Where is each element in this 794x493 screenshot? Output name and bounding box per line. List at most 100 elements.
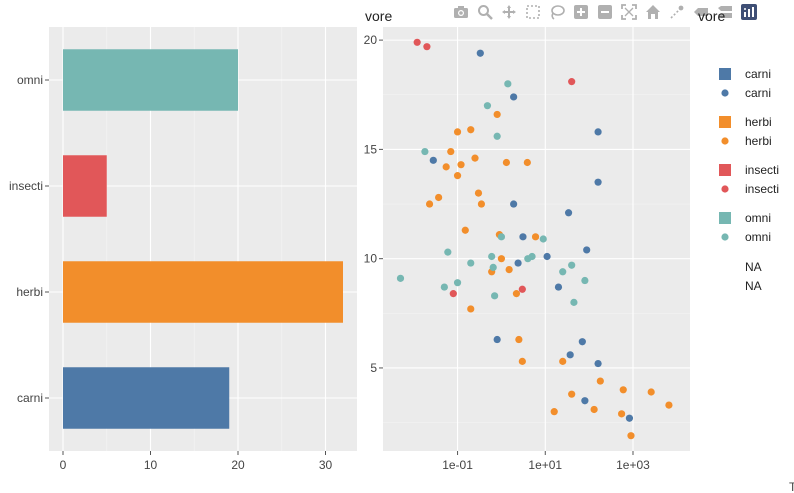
hover-compare-icon[interactable] — [715, 2, 735, 22]
reset-axes-icon[interactable] — [643, 2, 663, 22]
scatter-point-insecti[interactable] — [449, 290, 457, 298]
spike-lines-icon[interactable] — [667, 2, 687, 22]
legend-item-herbi[interactable]: herbi — [721, 134, 772, 148]
scatter-point-omni[interactable] — [453, 279, 462, 287]
lasso-select-icon[interactable] — [547, 2, 567, 22]
box-select-icon[interactable] — [523, 2, 543, 22]
scatter-point-insecti[interactable] — [423, 43, 431, 51]
scatter-point-herbi[interactable] — [502, 158, 511, 167]
scatter-point-omni[interactable] — [559, 268, 567, 276]
zoom-out-icon[interactable] — [595, 2, 615, 22]
scatter-point-omni[interactable] — [489, 263, 497, 272]
scatter-point-herbi[interactable] — [590, 405, 598, 414]
scatter-point-carni[interactable] — [493, 335, 501, 344]
scatter-point-omni[interactable] — [539, 235, 547, 243]
scatter-point-omni[interactable] — [581, 276, 589, 285]
scatter-point-herbi[interactable] — [467, 126, 475, 134]
zoom-icon[interactable] — [475, 2, 495, 22]
scatter-point-herbi[interactable] — [505, 265, 513, 274]
scatter-point-omni[interactable] — [440, 283, 448, 291]
scatter-point-carni[interactable] — [564, 209, 573, 217]
scatter-point-omni[interactable] — [568, 261, 576, 269]
bar-omni[interactable] — [63, 49, 238, 111]
scatter-point-herbi[interactable] — [596, 377, 604, 385]
scatter-point-herbi[interactable] — [467, 305, 475, 313]
bar-insecti[interactable] — [63, 155, 107, 217]
scatter-point-omni[interactable] — [497, 233, 506, 241]
scatter-point-carni[interactable] — [514, 259, 522, 267]
scatter-point-herbi[interactable] — [550, 408, 558, 416]
scatter-point-herbi[interactable] — [453, 128, 462, 136]
scatter-point-carni[interactable] — [594, 178, 602, 186]
scatter-point-omni[interactable] — [488, 252, 496, 261]
hover-closest-icon[interactable] — [691, 2, 711, 22]
scatter-point-herbi[interactable] — [627, 432, 635, 440]
scatter-point-herbi[interactable] — [559, 357, 567, 365]
scatter-point-herbi[interactable] — [619, 386, 627, 394]
scatter-point-omni[interactable] — [467, 259, 475, 267]
scatter-point-herbi[interactable] — [474, 189, 483, 197]
scatter-point-herbi[interactable] — [493, 110, 501, 119]
scatter-point-herbi[interactable] — [647, 388, 655, 396]
scatter-point-omni[interactable] — [493, 132, 501, 140]
bar-herbi[interactable] — [63, 261, 343, 323]
scatter-point-herbi[interactable] — [471, 154, 479, 162]
legend-item-omni[interactable]: omni — [721, 230, 771, 244]
camera-icon[interactable] — [451, 2, 471, 22]
legend-item-herbi[interactable]: herbi — [719, 115, 772, 129]
scatter-point-carni[interactable] — [578, 338, 586, 346]
scatter-point-carni[interactable] — [510, 200, 518, 208]
scatter-point-carni[interactable] — [510, 93, 518, 101]
scatter-point-omni[interactable] — [483, 102, 492, 110]
scatter-point-herbi[interactable] — [518, 357, 526, 365]
scatter-point-omni[interactable] — [504, 80, 512, 88]
scatter-point-herbi[interactable] — [425, 200, 434, 208]
scatter-point-herbi[interactable] — [523, 158, 531, 167]
legend-item-carni[interactable]: carni — [721, 86, 771, 100]
scatter-point-insecti[interactable] — [413, 38, 421, 46]
scatter-point-omni[interactable] — [421, 147, 429, 156]
legend-item-carni[interactable]: carni — [719, 67, 771, 81]
scatter-point-herbi[interactable] — [512, 290, 521, 298]
scatter-point-herbi[interactable] — [457, 161, 465, 169]
legend-item-na[interactable]: NA — [745, 279, 762, 293]
scatter-point-herbi[interactable] — [531, 233, 540, 241]
scatter-point-herbi[interactable] — [447, 147, 455, 156]
scatter-point-herbi[interactable] — [477, 200, 486, 208]
scatter-point-omni[interactable] — [444, 248, 452, 256]
scatter-point-carni[interactable] — [594, 359, 602, 368]
scatter-point-carni[interactable] — [625, 414, 634, 422]
scatter-point-herbi[interactable] — [665, 401, 673, 409]
scatter-point-herbi[interactable] — [497, 255, 506, 263]
scatter-point-omni[interactable] — [528, 252, 536, 261]
scatter-point-insecti[interactable] — [518, 285, 526, 293]
plotly-logo-icon[interactable] — [739, 2, 759, 22]
scatter-point-omni[interactable] — [570, 298, 578, 306]
scatter-point-herbi[interactable] — [617, 410, 626, 418]
scatter-point-insecti[interactable] — [568, 78, 576, 86]
bar-carni[interactable] — [63, 367, 230, 429]
scatter-point-herbi[interactable] — [568, 390, 576, 398]
scatter-point-carni[interactable] — [583, 246, 591, 254]
scatter-point-herbi[interactable] — [453, 172, 462, 180]
pan-icon[interactable] — [499, 2, 519, 22]
zoom-in-icon[interactable] — [571, 2, 591, 22]
autoscale-icon[interactable] — [619, 2, 639, 22]
legend-item-insecti[interactable]: insecti — [719, 163, 779, 177]
scatter-point-carni[interactable] — [566, 351, 574, 359]
scatter-point-carni[interactable] — [594, 128, 602, 136]
scatter-point-carni[interactable] — [543, 252, 551, 261]
scatter-point-omni[interactable] — [396, 274, 405, 282]
scatter-point-herbi[interactable] — [435, 193, 443, 202]
scatter-point-herbi[interactable] — [461, 226, 469, 234]
legend-item-insecti[interactable]: insecti — [721, 182, 779, 196]
scatter-point-carni[interactable] — [429, 156, 437, 164]
scatter-point-carni[interactable] — [554, 283, 563, 291]
scatter-point-omni[interactable] — [491, 292, 499, 300]
scatter-point-carni[interactable] — [581, 397, 589, 405]
legend-item-omni[interactable]: omni — [719, 211, 771, 225]
legend-item-na[interactable]: NA — [745, 260, 762, 274]
scatter-point-herbi[interactable] — [442, 163, 450, 171]
scatter-point-carni[interactable] — [476, 49, 484, 57]
scatter-point-carni[interactable] — [519, 233, 527, 241]
